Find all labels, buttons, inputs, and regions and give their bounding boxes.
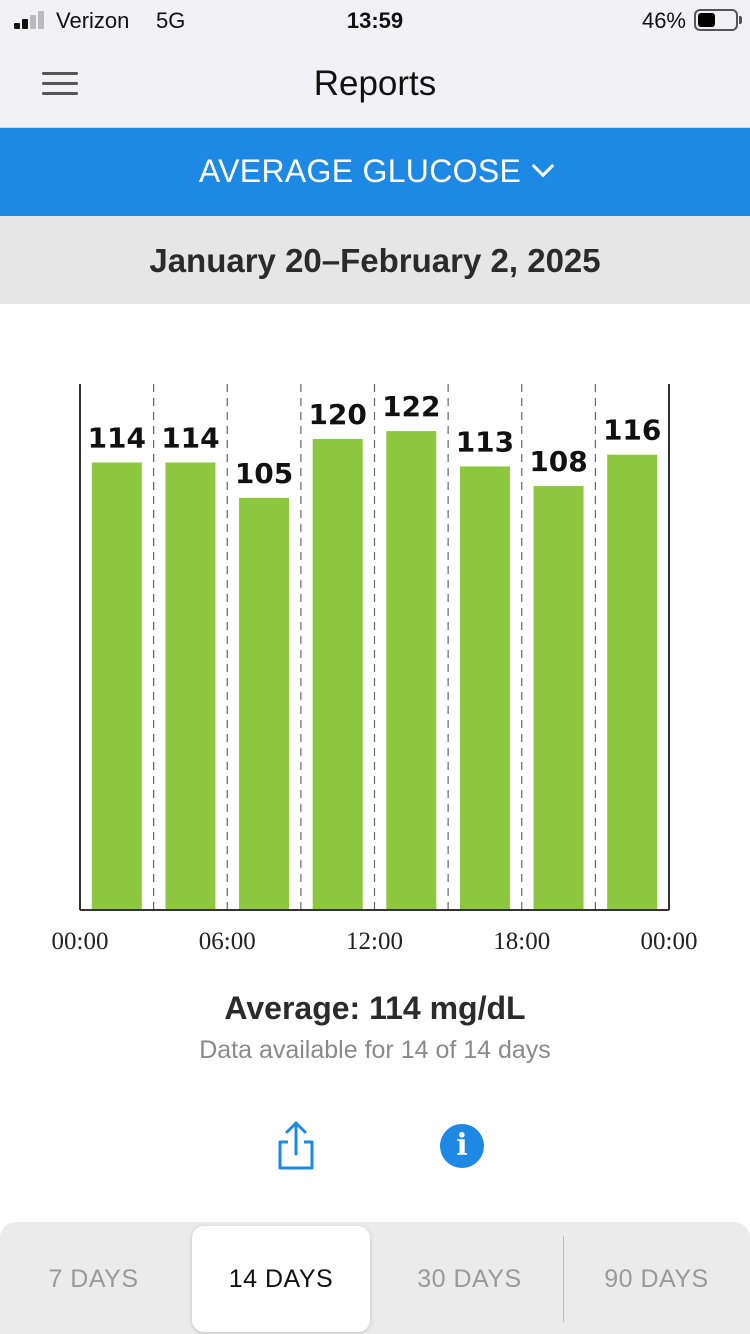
share-icon[interactable] <box>274 1120 318 1172</box>
report-type-selector[interactable]: AVERAGE GLUCOSE <box>0 128 750 216</box>
battery-level <box>698 13 715 27</box>
range-7-days-button[interactable]: 7 DAYS <box>48 1265 139 1293</box>
bar <box>165 462 216 910</box>
segment-divider <box>563 1236 564 1322</box>
network-type: 5G <box>156 8 186 33</box>
x-tick-label: 18:00 <box>493 928 550 955</box>
range-30-days-button[interactable]: 30 DAYS <box>417 1265 522 1293</box>
navigation-bar: Reports <box>0 40 750 128</box>
x-tick-label: 00:00 <box>52 928 109 955</box>
carrier-name: Verizon <box>56 8 130 33</box>
range-90-days-button[interactable]: 90 DAYS <box>604 1265 709 1293</box>
bar-value-label: 122 <box>382 390 440 423</box>
info-icon[interactable]: i <box>440 1124 484 1168</box>
bar <box>386 431 437 910</box>
hamburger-menu-icon[interactable] <box>42 72 78 96</box>
bar-value-label: 116 <box>603 414 661 447</box>
x-tick-label: 00:00 <box>641 928 698 955</box>
range-14-days-button[interactable]: 14 DAYS <box>192 1226 370 1332</box>
bar-value-label: 113 <box>456 425 514 458</box>
bar-value-label: 114 <box>161 422 219 455</box>
bar <box>239 497 290 910</box>
chevron-down-icon <box>531 154 555 178</box>
x-tick-label: 12:00 <box>346 928 403 955</box>
average-value: Average: 114 mg/dL <box>224 990 526 1026</box>
bar <box>312 438 363 910</box>
battery-icon <box>694 9 742 31</box>
bar <box>459 466 510 910</box>
bar-value-label: 108 <box>529 445 587 478</box>
status-bar: Verizon 5G 13:59 46% <box>0 0 750 40</box>
bar <box>533 486 584 910</box>
bar-value-label: 114 <box>88 422 146 455</box>
bar-chart-svg: 114 114 105 120 122 113 108 116 00:00 06:00 12:00 1… <box>52 384 698 955</box>
signal-icon <box>14 11 48 29</box>
date-range-band: January 20–February 2, 2025 <box>0 216 750 304</box>
bar <box>91 462 142 910</box>
bar-value-label: 120 <box>308 398 366 431</box>
page-title: Reports <box>313 64 437 103</box>
x-tick-label: 06:00 <box>199 928 256 955</box>
battery-percent: 46% <box>641 8 686 33</box>
bar-value-label: 105 <box>235 457 293 490</box>
range-segmented-control: 7 DAYS 14 DAYS 30 DAYS 90 DAYS <box>0 1222 750 1334</box>
average-glucose-chart: 114 114 105 120 122 113 108 116 00:00 06:00 12:00 1… <box>0 304 750 974</box>
date-range-label: January 20–February 2, 2025 <box>149 242 601 279</box>
report-type-label: AVERAGE GLUCOSE <box>198 153 522 189</box>
bar <box>607 454 658 910</box>
data-availability: Data available for 14 of 14 days <box>199 1036 551 1064</box>
clock: 13:59 <box>346 8 404 33</box>
